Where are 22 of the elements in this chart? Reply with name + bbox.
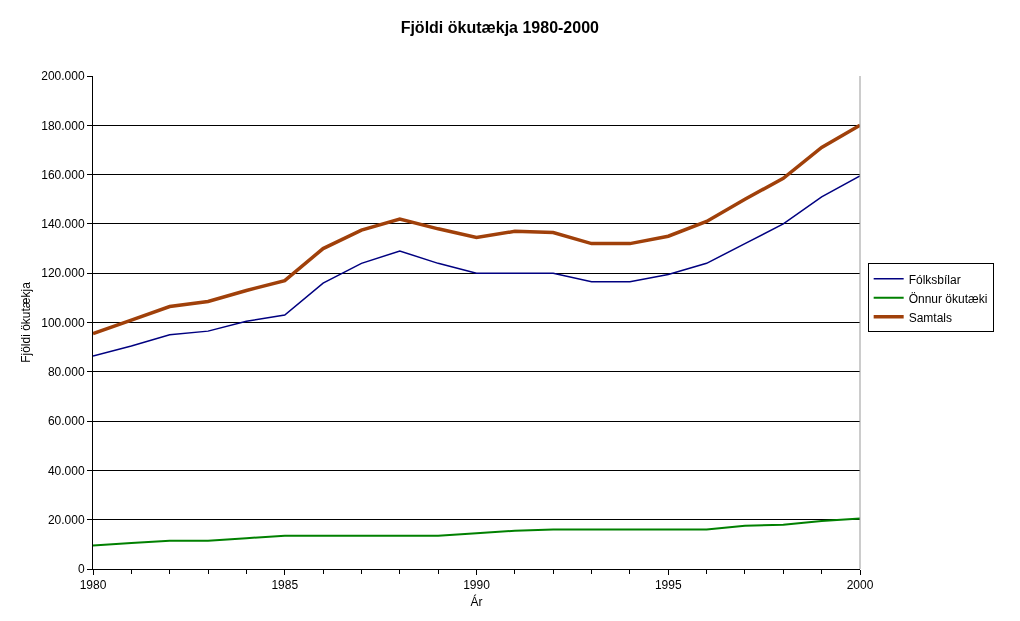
legend-label: Önnur ökutæki	[908, 291, 988, 306]
y-tick-label: 80.000	[47, 365, 85, 379]
x-tick-label: 1990	[463, 578, 491, 593]
y-tick-label: 160.000	[41, 167, 85, 182]
x-tick-label: 1985	[271, 578, 299, 593]
y-tick-label: 180.000	[41, 118, 85, 133]
x-axis-title: Ár	[470, 594, 483, 610]
y-tick-label: 200.000	[41, 69, 85, 84]
y-tick-label: 20.000	[47, 512, 85, 527]
y-tick-label: 40.000	[47, 463, 85, 478]
y-axis-title: Fjöldi ökutækja	[18, 281, 33, 363]
chart-title: Fjöldi ökutækja 1980-2000	[400, 18, 600, 36]
y-tick-label: 0	[77, 562, 85, 577]
x-tick-label: 1980	[79, 578, 107, 593]
y-tick-label: 140.000	[41, 217, 85, 232]
legend-label: Samtals	[908, 310, 953, 325]
y-tick-label: 100.000	[41, 315, 85, 330]
x-tick-label: 2000	[846, 578, 874, 593]
legend-label: Fólksbílar	[908, 272, 961, 287]
x-tick-label: 1995	[654, 578, 682, 593]
y-tick-label: 60.000	[47, 414, 85, 429]
y-tick-label: 120.000	[41, 266, 85, 281]
